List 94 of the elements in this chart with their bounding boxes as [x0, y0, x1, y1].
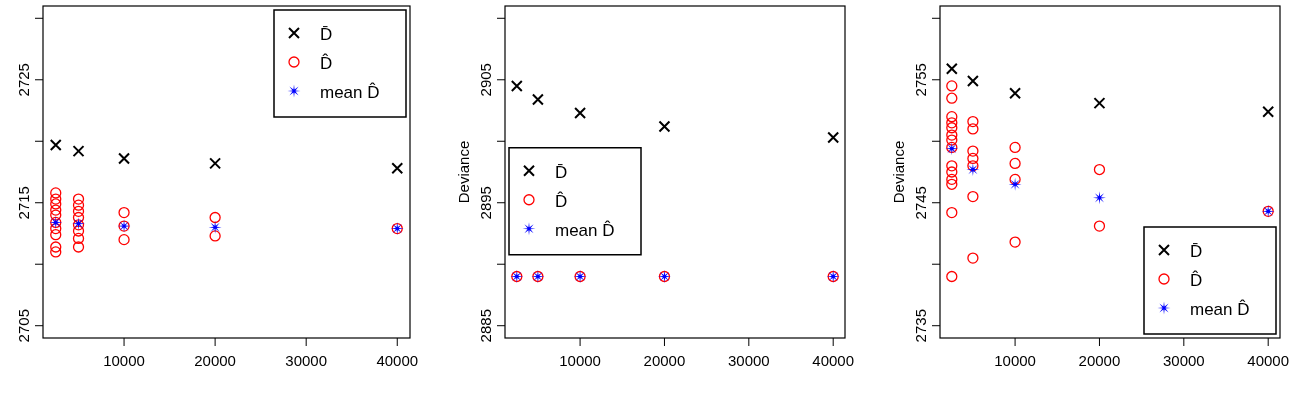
point — [1008, 177, 1022, 191]
point — [50, 187, 62, 199]
point — [209, 211, 221, 224]
x-tick-label: 40000 — [376, 352, 419, 369]
point — [966, 75, 979, 88]
point — [967, 160, 979, 172]
legend-label: D̂ — [320, 53, 333, 73]
point — [946, 206, 958, 219]
x-tick-label: 40000 — [812, 352, 855, 369]
legend-label: D̄ — [320, 25, 333, 44]
legend-label: mean D̂ — [1190, 299, 1250, 319]
point — [946, 111, 958, 123]
x-tick-label: 30000 — [727, 352, 770, 369]
point — [1009, 141, 1021, 154]
point — [945, 62, 958, 75]
y-tick-label: 2715 — [15, 186, 32, 220]
y-tick-label: 2905 — [477, 63, 494, 97]
point — [50, 229, 62, 241]
point — [72, 193, 85, 205]
x-tick-label: 30000 — [285, 352, 328, 369]
x-tick-label: 30000 — [1162, 352, 1205, 369]
point — [50, 222, 62, 235]
point — [50, 246, 62, 258]
legend-label: mean D̂ — [320, 82, 380, 102]
point — [1093, 97, 1106, 110]
x-tick-label: 20000 — [1078, 352, 1121, 369]
y-tick-label: 2885 — [477, 309, 494, 343]
point — [531, 93, 544, 106]
legend-label: D̄ — [1190, 242, 1203, 261]
point — [72, 241, 85, 253]
x-tick-label: 40000 — [1247, 352, 1290, 369]
x-tick-label: 10000 — [994, 352, 1036, 369]
legend-label: D̄ — [555, 162, 568, 182]
point — [118, 233, 130, 246]
point — [118, 206, 130, 219]
point — [946, 92, 958, 104]
point — [50, 193, 62, 205]
point — [946, 122, 958, 134]
point — [72, 232, 85, 245]
y-tick-label: 2705 — [15, 309, 32, 343]
legend-label: D̂ — [1190, 270, 1203, 290]
point — [50, 241, 62, 253]
y-axis-title: Deviance — [455, 140, 472, 204]
point — [72, 225, 85, 237]
point — [1262, 105, 1275, 118]
point — [946, 173, 958, 186]
point — [1009, 157, 1021, 170]
point — [72, 199, 85, 211]
y-tick-label: 2735 — [912, 309, 929, 343]
x-tick-label: 20000 — [194, 352, 236, 369]
point — [946, 80, 958, 92]
point — [946, 166, 958, 178]
point — [967, 115, 979, 128]
point — [1093, 220, 1106, 232]
point — [946, 129, 958, 141]
point — [72, 211, 85, 224]
point — [50, 204, 62, 216]
point — [49, 138, 62, 151]
point — [510, 79, 523, 92]
point — [574, 106, 587, 119]
point — [118, 152, 131, 165]
point — [209, 230, 221, 242]
legend-label: D̂ — [555, 190, 568, 211]
point — [72, 145, 85, 158]
point — [946, 134, 958, 146]
point — [946, 178, 958, 190]
point — [658, 120, 671, 133]
point — [72, 205, 85, 217]
point — [967, 190, 979, 203]
point — [1009, 236, 1021, 248]
point — [946, 160, 958, 172]
y-tick-label: 2725 — [15, 63, 32, 97]
point — [967, 252, 979, 264]
point — [209, 157, 222, 170]
y-tick-label: 2895 — [477, 186, 494, 220]
legend-label: mean D̂ — [555, 219, 615, 240]
point — [1093, 163, 1106, 176]
x-tick-label: 10000 — [559, 352, 601, 369]
point — [827, 131, 840, 144]
point — [391, 162, 404, 175]
point — [1009, 87, 1022, 100]
point — [946, 117, 958, 129]
point — [50, 198, 62, 210]
y-tick-label: 2755 — [912, 63, 929, 97]
point — [967, 123, 979, 135]
point — [50, 209, 62, 221]
x-tick-label: 10000 — [103, 352, 145, 369]
point — [1009, 173, 1021, 186]
point — [967, 145, 979, 157]
point — [967, 152, 979, 165]
x-tick-label: 20000 — [643, 352, 686, 369]
y-tick-label: 2745 — [912, 186, 929, 220]
y-axis-title: Deviance — [890, 140, 907, 204]
point — [946, 270, 958, 283]
